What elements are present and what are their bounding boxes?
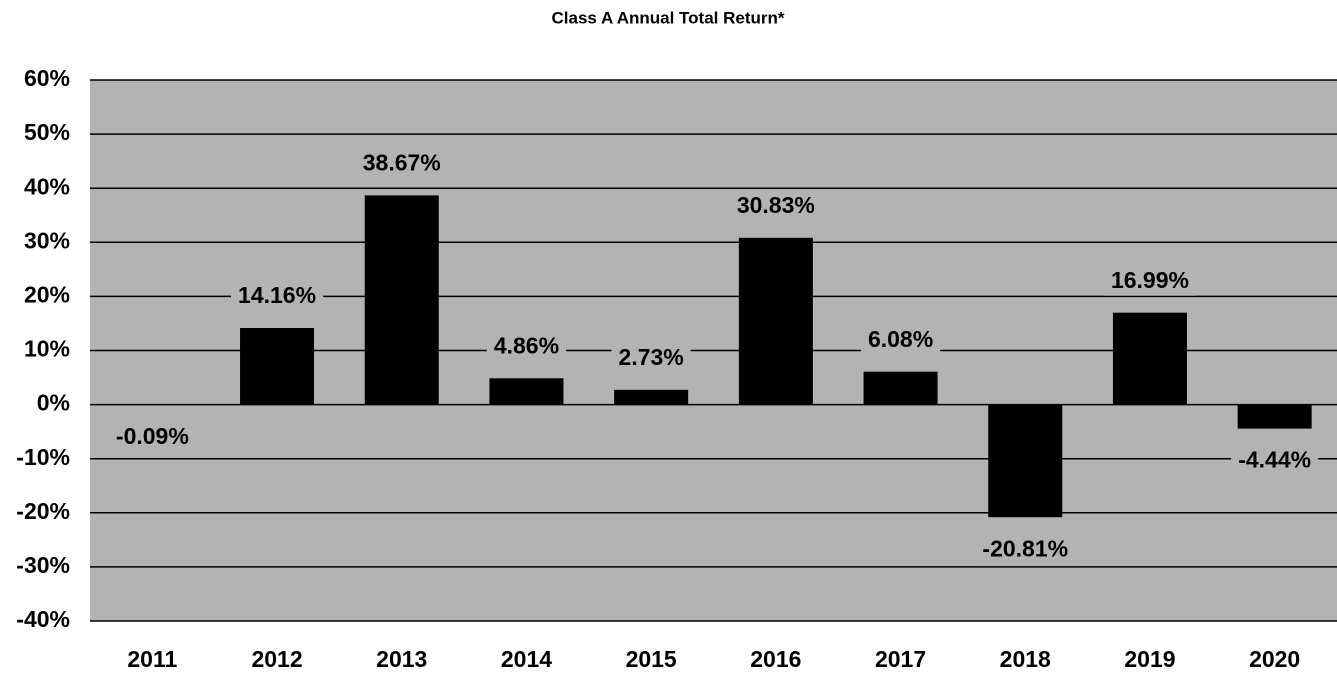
y-tick-label: 10%	[24, 336, 70, 362]
y-tick-label: 0%	[37, 390, 70, 416]
value-label-background	[355, 150, 448, 179]
y-tick-label: -10%	[16, 444, 70, 470]
bar	[738, 237, 813, 405]
value-label-background	[108, 424, 196, 453]
value-label: 14.16%	[238, 282, 316, 308]
value-label-background	[860, 326, 941, 355]
y-tick-label: -40%	[16, 606, 70, 632]
y-tick-label: 40%	[24, 173, 70, 199]
value-label-background	[1103, 267, 1196, 296]
x-tick-label: 2011	[127, 646, 177, 672]
y-tick-label: -30%	[16, 552, 70, 578]
x-tick-label: 2020	[1249, 646, 1300, 672]
value-label-background	[611, 344, 691, 373]
x-tick-label: 2012	[251, 646, 302, 672]
x-tick-label: 2015	[626, 646, 677, 672]
value-label-background	[975, 536, 1076, 565]
value-label: -0.09%	[116, 423, 189, 449]
y-tick-label: 50%	[24, 119, 70, 145]
x-tick-label: 2013	[376, 646, 427, 672]
y-tick-label: -20%	[16, 498, 70, 524]
bar	[1112, 312, 1187, 405]
value-label: 38.67%	[363, 149, 441, 175]
x-tick-label: 2019	[1124, 646, 1175, 672]
value-label: 16.99%	[1111, 267, 1189, 293]
y-tick-label: 20%	[24, 281, 70, 307]
x-tick-label: 2018	[1000, 646, 1051, 672]
value-label: 30.83%	[737, 192, 815, 218]
x-tick-label: 2017	[875, 646, 926, 672]
value-label-background	[486, 333, 567, 362]
bar	[1237, 404, 1312, 429]
value-label: 6.08%	[868, 326, 933, 352]
x-tick-label: 2016	[750, 646, 801, 672]
value-label-background	[729, 192, 822, 221]
y-tick-label: 60%	[24, 65, 70, 91]
bar	[240, 327, 315, 405]
value-label-background	[231, 282, 324, 311]
x-tick-label: 2014	[501, 646, 552, 672]
value-label: 2.73%	[619, 344, 684, 370]
bar	[614, 389, 689, 405]
bar	[364, 195, 439, 405]
bar	[988, 404, 1063, 518]
chart-title: Class A Annual Total Return*	[552, 8, 785, 27]
value-label: 4.86%	[494, 332, 559, 358]
y-tick-label: 30%	[24, 227, 70, 253]
value-label: -4.44%	[1238, 447, 1311, 473]
value-label: -20.81%	[982, 535, 1068, 561]
value-label-background	[1231, 447, 1319, 476]
bar	[489, 378, 564, 405]
bar	[863, 371, 938, 405]
